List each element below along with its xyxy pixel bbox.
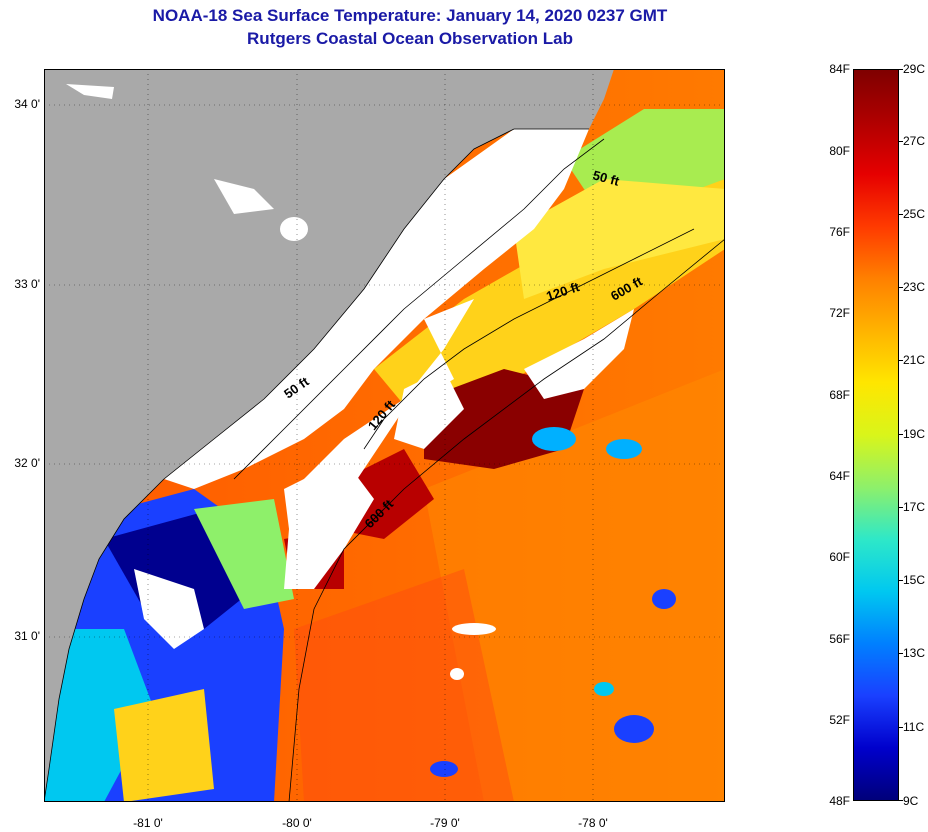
colorbar-c-label: 15C: [903, 573, 926, 587]
yellow-water: [114, 689, 214, 802]
cloud-cover: [164, 129, 589, 489]
colorbar-tick: [899, 800, 903, 801]
land: [44, 69, 614, 802]
colorbar-f-label: 52F: [829, 713, 850, 727]
lon-label-81: -81 0': [133, 816, 163, 830]
lon-label-78: -78 0': [578, 816, 608, 830]
lon-label-80: -80 0': [282, 816, 312, 830]
title-line-1: NOAA-18 Sea Surface Temperature: January…: [152, 6, 668, 25]
colorbar-tick: [899, 653, 903, 654]
isobath-120ft: [363, 228, 695, 450]
sst-map[interactable]: 50 ft 120 ft 600 ft 50 ft 120 ft 600 ft: [44, 69, 725, 802]
cloud-cover: [280, 217, 308, 241]
colorbar-tick: [899, 580, 903, 581]
lat-label-34: 34 0': [14, 97, 40, 111]
colorbar-f-label: 84F: [829, 62, 850, 76]
map-frame: [44, 69, 725, 802]
isobath-label: 50 ft: [591, 167, 621, 189]
colorbar-c-label: 23C: [903, 280, 926, 294]
colorbar-f-label: 56F: [829, 632, 850, 646]
cold-eddy: [430, 761, 458, 777]
cloud-cover: [66, 84, 114, 99]
colorbar-tick: [899, 507, 903, 508]
colorbar-f-label: 48F: [829, 794, 850, 808]
lat-label-33: 33 0': [14, 277, 40, 291]
colorbar-c-label: 9C: [903, 794, 919, 808]
temperature-colorbar: [853, 69, 899, 801]
colorbar-tick: [899, 214, 903, 215]
cold-eddy: [606, 439, 642, 459]
cold-eddy: [652, 589, 676, 609]
colorbar-f-label: 60F: [829, 550, 850, 564]
colorbar-c-label: 21C: [903, 353, 926, 367]
cold-eddy: [614, 715, 654, 743]
cloud-cover: [524, 309, 634, 399]
colorbar-c-label: 29C: [903, 62, 926, 76]
colorbar-tick: [899, 727, 903, 728]
colorbar-tick: [899, 141, 903, 142]
cold-eddy: [532, 427, 576, 451]
lon-label-79: -79 0': [430, 816, 460, 830]
colorbar-f-label: 72F: [829, 306, 850, 320]
cloud-cover: [214, 179, 274, 214]
colorbar-c-label: 17C: [903, 500, 926, 514]
lat-label-31: 31 0': [14, 629, 40, 643]
colorbar-tick: [899, 69, 903, 70]
colorbar-c-label: 27C: [903, 134, 926, 148]
colorbar-f-label: 76F: [829, 225, 850, 239]
cloud-cover: [134, 569, 204, 649]
colorbar-c-label: 25C: [903, 207, 926, 221]
lat-label-32: 32 0': [14, 456, 40, 470]
colorbar-c-label: 19C: [903, 427, 926, 441]
cloud-cover: [452, 623, 496, 635]
colorbar-tick: [899, 360, 903, 361]
colorbar-f-label: 80F: [829, 144, 850, 158]
cloud-cover: [450, 668, 464, 680]
colorbar-f-label: 68F: [829, 388, 850, 402]
cloud-cover: [394, 369, 464, 449]
orange-water-patch: [424, 369, 725, 802]
isobath-50ft: [233, 138, 605, 480]
colorbar-f-label: 64F: [829, 469, 850, 483]
map-title: NOAA-18 Sea Surface Temperature: January…: [0, 4, 820, 50]
title-line-2: Rutgers Coastal Ocean Observation Lab: [247, 29, 573, 48]
colorbar-c-label: 11C: [903, 720, 925, 734]
colorbar-tick: [899, 434, 903, 435]
colorbar-c-label: 13C: [903, 646, 926, 660]
cloud-cover: [284, 459, 374, 589]
coastline: [44, 128, 589, 802]
colorbar-tick: [899, 287, 903, 288]
green-water: [194, 499, 294, 609]
light-yellow-water: [514, 179, 725, 299]
cold-eddy: [594, 682, 614, 696]
